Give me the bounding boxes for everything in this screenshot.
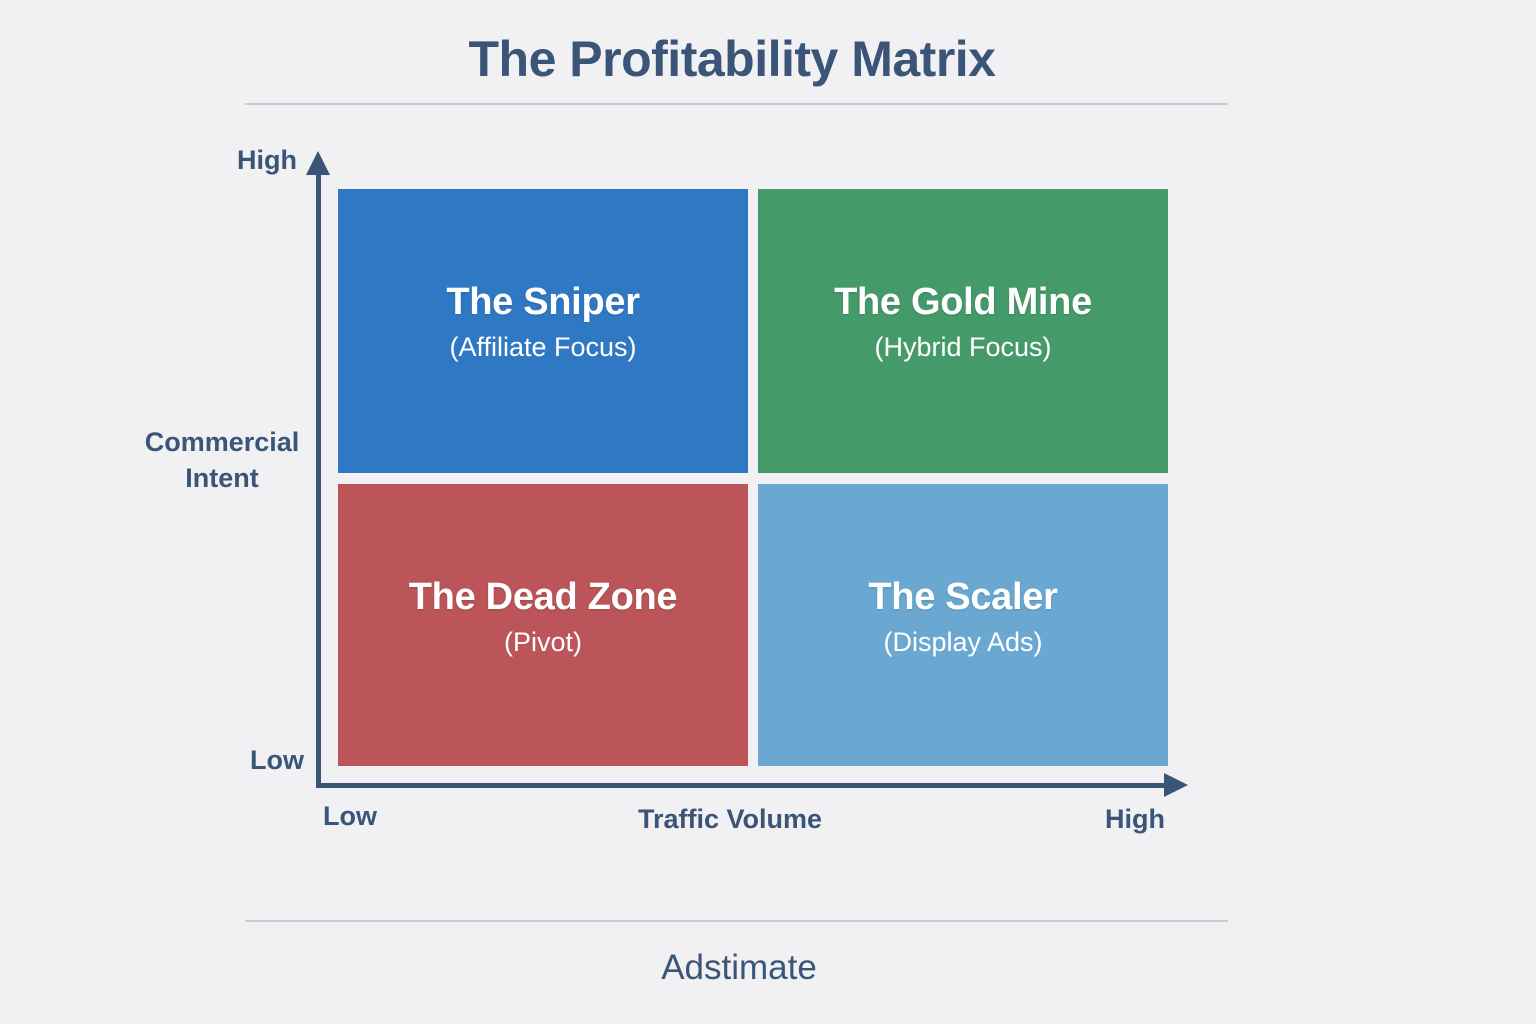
quadrant-gold-mine: The Gold Mine (Hybrid Focus) bbox=[758, 189, 1168, 473]
quadrant-sniper: The Sniper (Affiliate Focus) bbox=[338, 189, 748, 473]
quadrant-subtitle: (Pivot) bbox=[503, 627, 582, 657]
x-axis-high-label: High bbox=[1105, 804, 1165, 834]
bottom-divider bbox=[245, 920, 1228, 922]
quadrant-subtitle: (Hybrid Focus) bbox=[874, 332, 1052, 362]
footer-brand: Adstimate bbox=[661, 948, 817, 987]
top-divider bbox=[245, 103, 1228, 105]
y-axis-title: Commercial Intent bbox=[140, 424, 304, 496]
y-axis-high-label: High bbox=[237, 145, 297, 175]
quadrant-dead-zone: The Dead Zone (Pivot) bbox=[338, 484, 748, 766]
x-axis-line bbox=[316, 783, 1168, 788]
quadrant-title: The Dead Zone bbox=[408, 576, 678, 618]
y-axis-title-line-1: Commercial bbox=[144, 427, 300, 457]
arrow-right-icon bbox=[1164, 773, 1188, 797]
quadrant-title: The Gold Mine bbox=[834, 281, 1092, 323]
x-axis-low-label: Low bbox=[323, 801, 377, 831]
page-title: The Profitability Matrix bbox=[468, 31, 996, 87]
x-axis-title: Traffic Volume bbox=[637, 804, 823, 834]
quadrant-title: The Scaler bbox=[868, 576, 1058, 618]
quadrant-subtitle: (Affiliate Focus) bbox=[449, 332, 637, 362]
quadrant-subtitle: (Display Ads) bbox=[883, 627, 1043, 657]
y-axis-line bbox=[316, 168, 321, 788]
quadrant-title: The Sniper bbox=[446, 281, 640, 323]
quadrant-scaler: The Scaler (Display Ads) bbox=[758, 484, 1168, 766]
y-axis-low-label: Low bbox=[250, 745, 304, 775]
y-axis-title-line-2: Intent bbox=[185, 463, 259, 493]
